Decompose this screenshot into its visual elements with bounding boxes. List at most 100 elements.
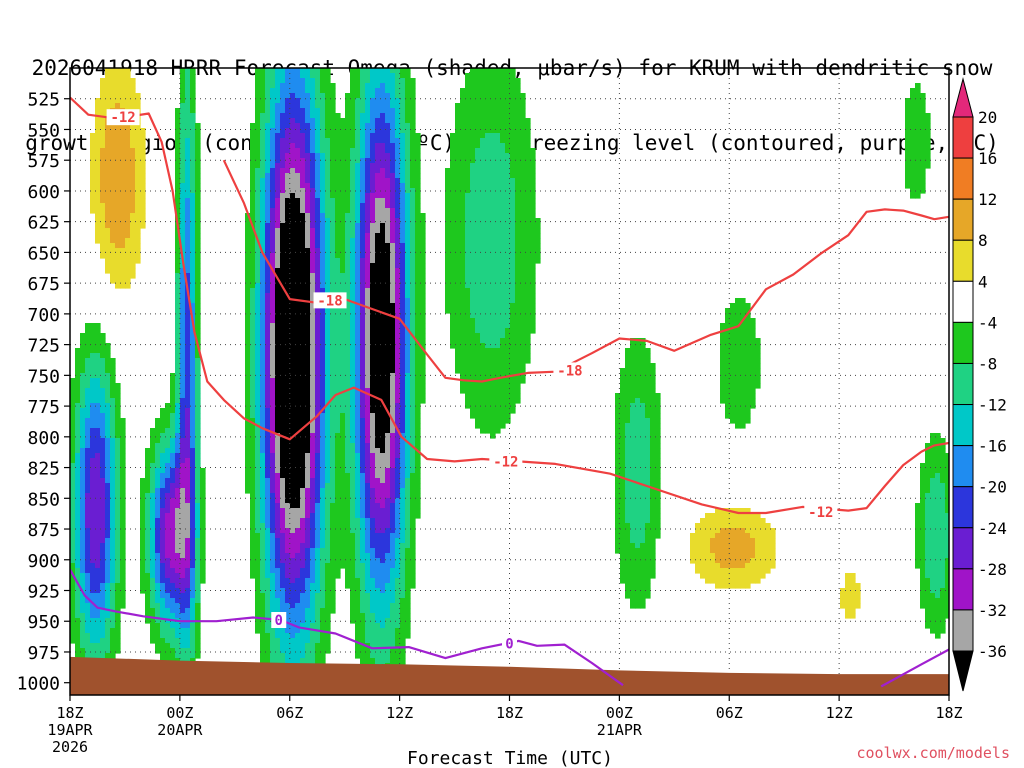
omega-cell <box>150 483 156 489</box>
omega-cell <box>110 453 116 459</box>
omega-cell <box>270 398 276 404</box>
omega-cell <box>90 598 96 604</box>
omega-cell <box>145 538 151 544</box>
omega-cell <box>355 608 361 614</box>
omega-cell <box>365 373 371 379</box>
omega-cell <box>160 603 166 609</box>
omega-cell <box>310 113 316 119</box>
omega-cell <box>280 168 286 174</box>
omega-cell <box>335 413 341 419</box>
omega-cell <box>195 158 201 164</box>
omega-cell <box>310 333 316 339</box>
omega-cell <box>275 643 281 649</box>
omega-cell <box>145 498 151 504</box>
omega-cell <box>320 203 326 209</box>
omega-cell <box>275 568 281 574</box>
omega-cell <box>250 138 256 144</box>
omega-cell <box>90 343 96 349</box>
omega-cell <box>350 243 356 249</box>
omega-cell <box>265 508 271 514</box>
omega-cell <box>355 568 361 574</box>
omega-cell <box>355 133 361 139</box>
omega-cell <box>320 153 326 159</box>
omega-cell <box>315 643 321 649</box>
omega-cell <box>320 158 326 164</box>
omega-cell <box>260 403 266 409</box>
omega-cell <box>320 333 326 339</box>
omega-cell <box>335 433 341 439</box>
omega-cell <box>345 143 351 149</box>
omega-cell <box>305 428 311 434</box>
omega-cell <box>185 543 191 549</box>
omega-cell <box>275 648 281 654</box>
omega-cell <box>350 458 356 464</box>
omega-cell <box>350 238 356 244</box>
omega-cell <box>340 403 346 409</box>
omega-cell <box>300 348 306 354</box>
omega-cell <box>300 98 306 104</box>
omega-cell <box>310 568 316 574</box>
omega-cell <box>255 188 261 194</box>
omega-cell <box>305 323 311 329</box>
omega-cell <box>85 343 91 349</box>
omega-cell <box>90 348 96 354</box>
omega-cell <box>295 378 301 384</box>
omega-cell <box>255 483 261 489</box>
omega-cell <box>245 253 251 259</box>
omega-cell <box>280 508 286 514</box>
omega-cell <box>95 548 101 554</box>
omega-cell <box>335 198 341 204</box>
omega-cell <box>280 643 286 649</box>
omega-cell <box>305 293 311 299</box>
omega-cell <box>245 453 251 459</box>
omega-cell <box>100 583 106 589</box>
omega-cell <box>195 353 201 359</box>
omega-cell <box>255 478 261 484</box>
omega-cell <box>110 493 116 499</box>
omega-cell <box>130 78 136 84</box>
omega-cell <box>370 298 376 304</box>
omega-cell <box>190 328 196 334</box>
omega-cell <box>370 248 376 254</box>
omega-cell <box>115 648 121 654</box>
omega-cell <box>295 648 301 654</box>
omega-cell <box>290 603 296 609</box>
omega-cell <box>365 188 371 194</box>
omega-cell <box>300 493 306 499</box>
omega-cell <box>120 198 126 204</box>
omega-cell <box>185 553 191 559</box>
omega-cell <box>295 483 301 489</box>
omega-cell <box>350 548 356 554</box>
omega-cell <box>265 208 271 214</box>
omega-cell <box>155 588 161 594</box>
omega-cell <box>320 658 326 664</box>
omega-cell <box>325 548 331 554</box>
omega-cell <box>305 308 311 314</box>
omega-cell <box>190 403 196 409</box>
omega-cell <box>100 633 106 639</box>
omega-cell <box>265 218 271 224</box>
omega-cell <box>70 538 76 544</box>
omega-cell <box>320 248 326 254</box>
omega-cell <box>330 373 336 379</box>
omega-cell <box>320 618 326 624</box>
omega-cell <box>315 133 321 139</box>
omega-cell <box>335 168 341 174</box>
omega-cell <box>325 583 331 589</box>
omega-cell <box>365 498 371 504</box>
omega-cell <box>270 88 276 94</box>
omega-cell <box>330 313 336 319</box>
omega-cell <box>325 68 331 74</box>
omega-cell <box>330 323 336 329</box>
omega-cell <box>285 578 291 584</box>
omega-cell <box>320 238 326 244</box>
omega-cell <box>115 418 121 424</box>
omega-cell <box>185 173 191 179</box>
omega-cell <box>315 213 321 219</box>
omega-cell <box>150 493 156 499</box>
omega-cell <box>305 588 311 594</box>
omega-cell <box>315 308 321 314</box>
omega-cell <box>260 193 266 199</box>
omega-cell <box>255 388 261 394</box>
omega-cell <box>320 213 326 219</box>
